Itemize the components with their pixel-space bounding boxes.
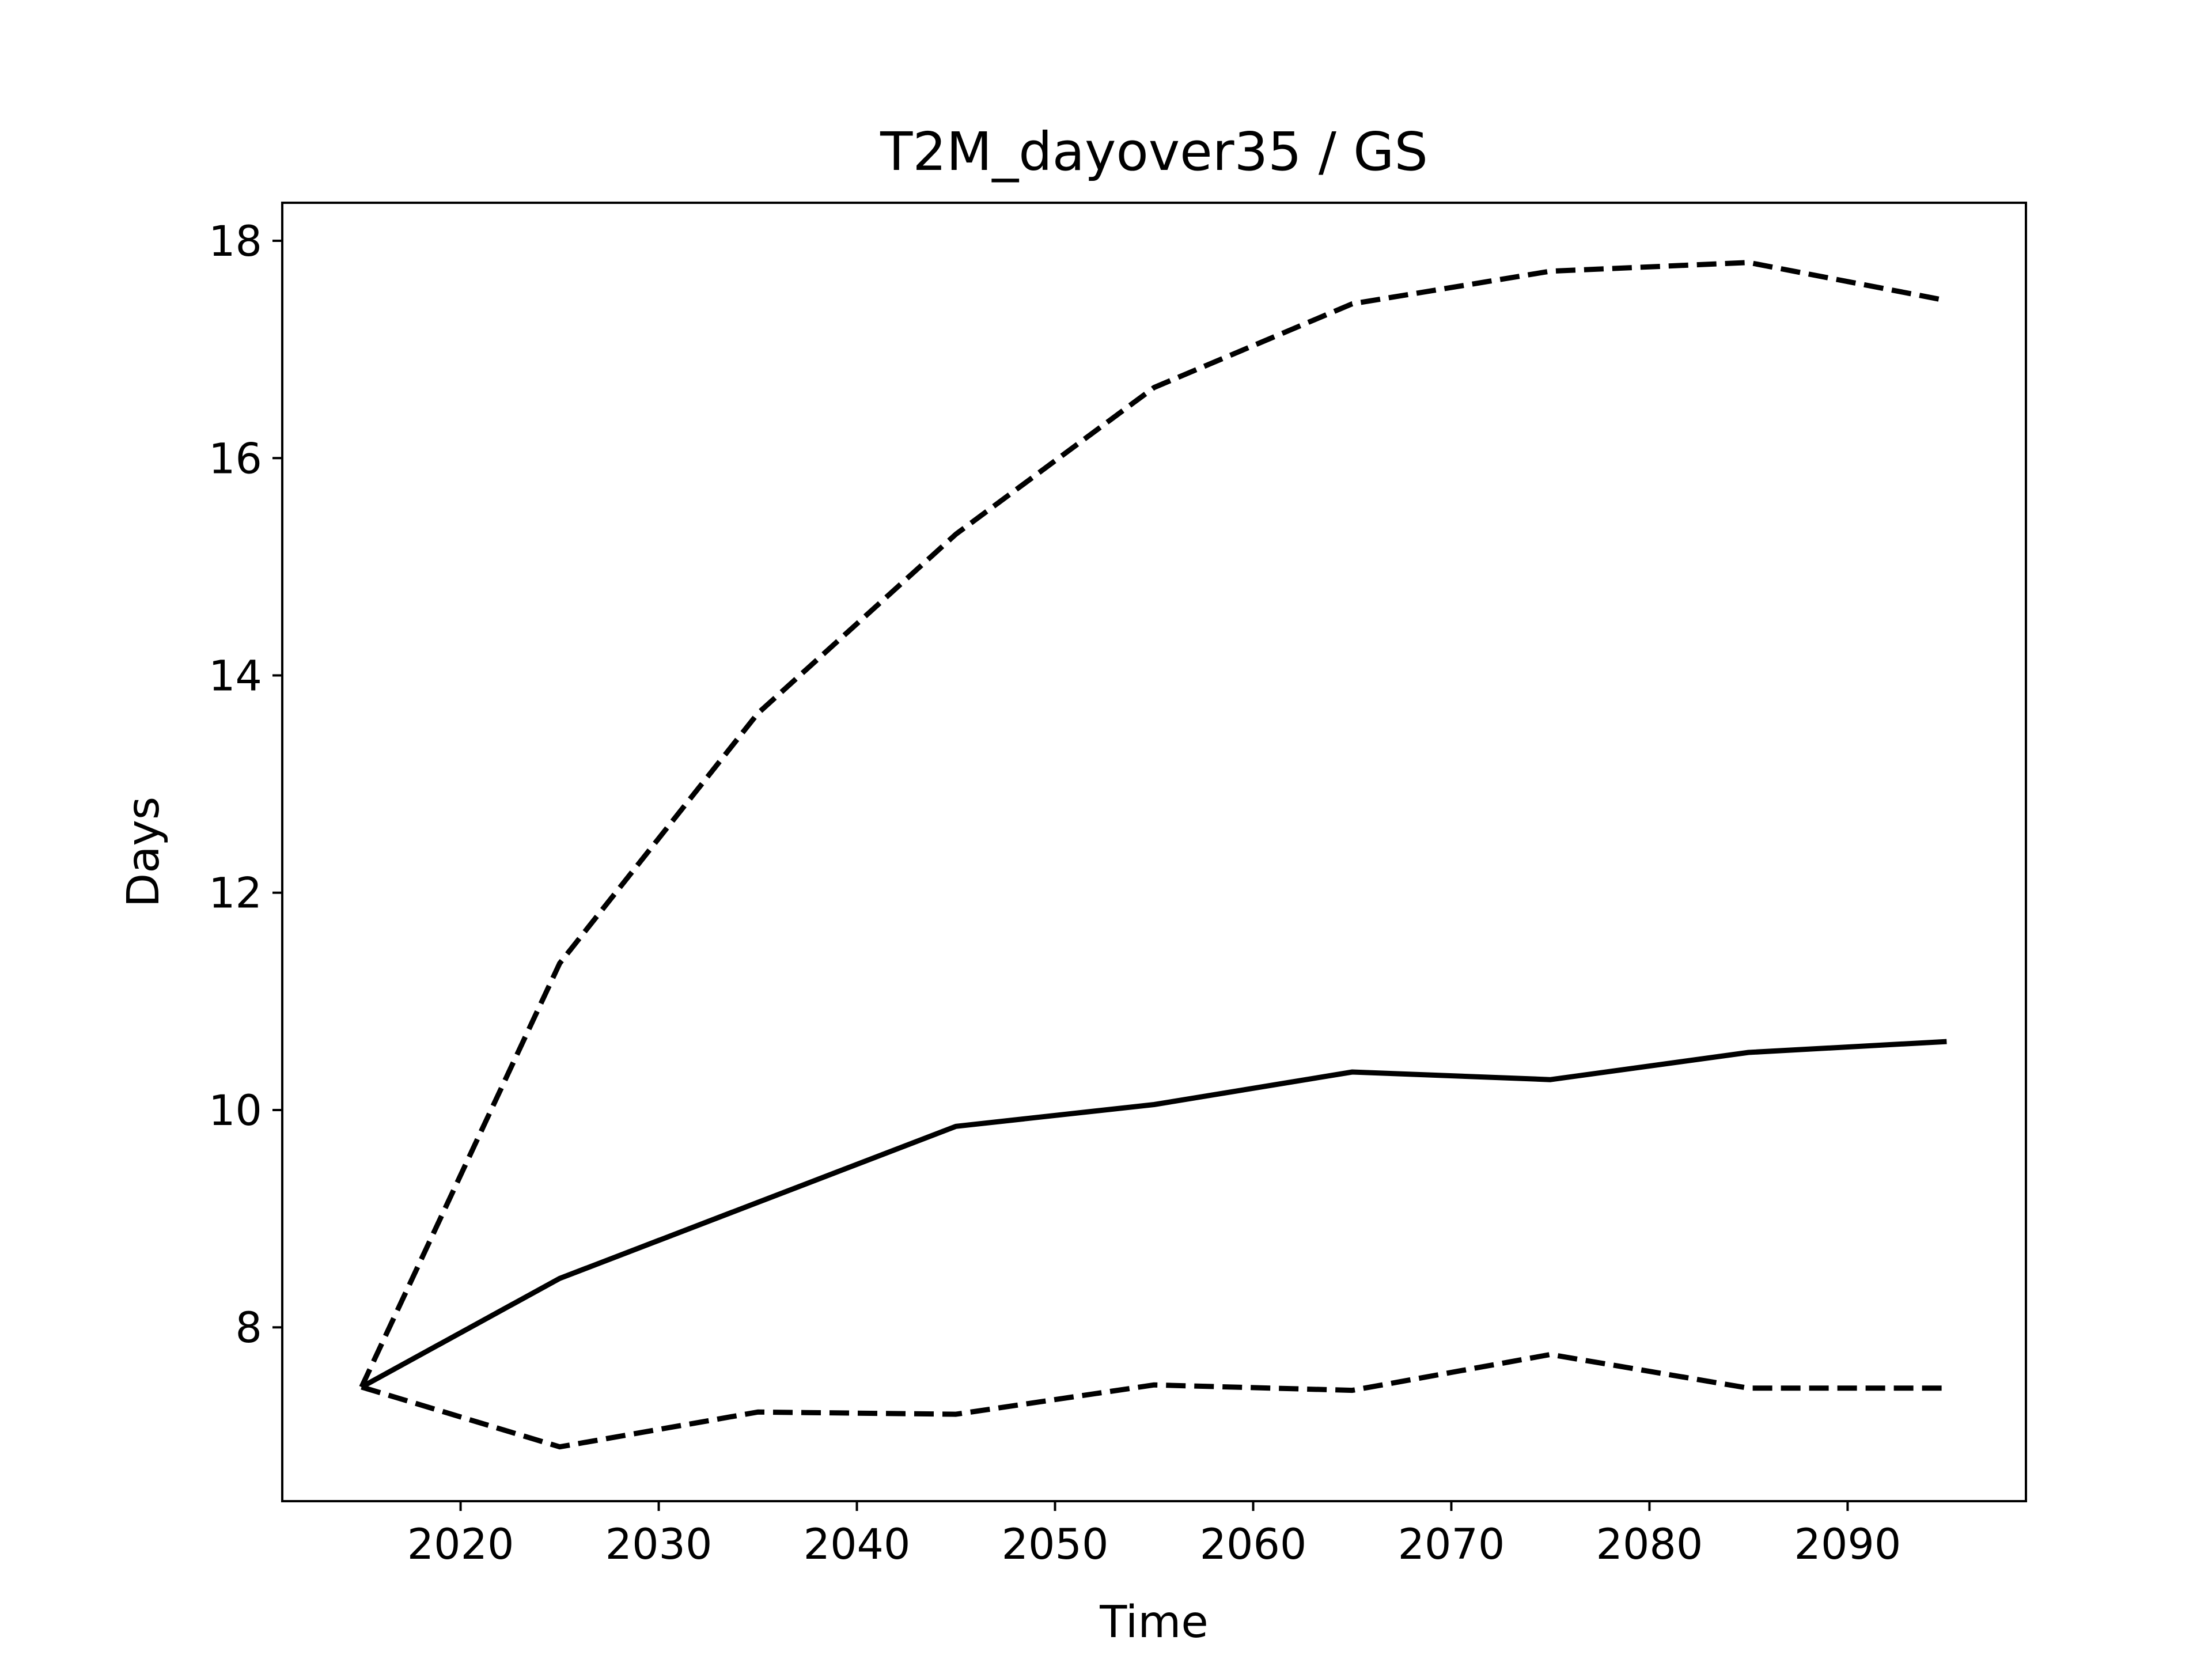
x-tick-label: 2080 bbox=[1596, 1520, 1703, 1569]
x-tick-label: 2050 bbox=[1002, 1520, 1109, 1569]
x-tick-label: 2090 bbox=[1794, 1520, 1902, 1569]
x-tick-label: 2070 bbox=[1398, 1520, 1505, 1569]
chart-title: T2M_dayover35 / GS bbox=[880, 121, 1428, 183]
x-tick-label: 2040 bbox=[804, 1520, 911, 1569]
dashed-series-line-1 bbox=[359, 260, 1948, 1388]
y-tick-label: 18 bbox=[209, 217, 262, 266]
y-tick-label: 10 bbox=[209, 1086, 262, 1135]
y-tick-label: 12 bbox=[209, 869, 262, 918]
plot-area-frame bbox=[281, 202, 2027, 1502]
x-tick-label: 2020 bbox=[407, 1520, 514, 1569]
series-layer bbox=[359, 260, 1948, 1450]
x-axis-title: Time bbox=[1099, 1597, 1208, 1648]
dashed-series-line-2 bbox=[361, 1351, 1947, 1450]
y-axis-title: Days bbox=[118, 797, 169, 907]
y-tick-label: 16 bbox=[209, 434, 262, 483]
solid-series-line bbox=[360, 1039, 1947, 1389]
x-tick-label: 2060 bbox=[1200, 1520, 1307, 1569]
y-tick-label: 8 bbox=[236, 1304, 262, 1353]
ticks-layer: 2020 2030 2040 2050 2060 2070 2080 2090 8 10 12 14 1… bbox=[209, 217, 1901, 1569]
y-tick-label: 14 bbox=[209, 652, 262, 700]
x-tick-label: 2030 bbox=[605, 1520, 713, 1569]
